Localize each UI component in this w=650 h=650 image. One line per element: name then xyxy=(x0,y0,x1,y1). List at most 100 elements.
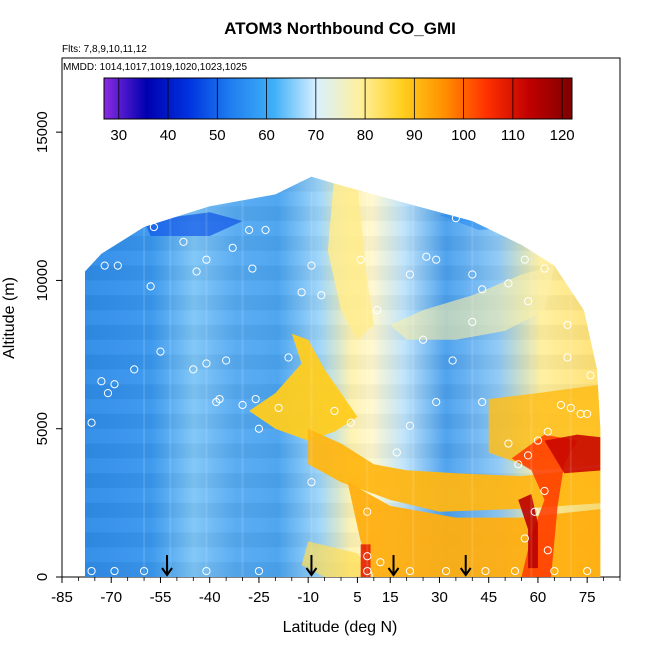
profile-point xyxy=(432,397,441,407)
x-tick-label: -85 xyxy=(51,589,73,606)
profile-point xyxy=(543,427,552,436)
profile-point xyxy=(261,225,270,235)
x-tick-label: 15 xyxy=(382,589,399,606)
profile-point xyxy=(212,397,221,407)
profile-point xyxy=(563,320,572,330)
colorbar-tick-label: 80 xyxy=(357,127,374,144)
profile-point xyxy=(149,222,159,232)
profile-point xyxy=(579,294,588,303)
profile-point xyxy=(586,371,595,380)
profile-point xyxy=(238,400,247,410)
colorbar-tick-label: 60 xyxy=(258,127,275,144)
profile-point xyxy=(254,424,264,433)
colorbar-tick-label: 40 xyxy=(160,127,177,144)
x-tick-label: -10 xyxy=(297,589,319,606)
profile-point xyxy=(530,507,539,516)
profile-point xyxy=(468,270,477,279)
profile-point xyxy=(376,558,385,567)
profile-point xyxy=(418,335,428,344)
profile-point xyxy=(441,566,451,576)
chart-title: ATOM3 Northbound CO_GMI xyxy=(224,19,456,38)
x-axis-label: Latitude (deg N) xyxy=(283,619,398,636)
colorbar-tick-label: 70 xyxy=(307,127,324,144)
profile-point xyxy=(179,237,188,246)
plot-area: -85 -70 -55 -40 -25 -10 5 15 30 45 60 75 0 5000 10000… xyxy=(34,57,621,606)
profile-point xyxy=(583,409,592,418)
x-axis: -85 -70 -55 -40 -25 -10 5 15 30 45 60 75 xyxy=(51,577,621,606)
profile-point xyxy=(251,394,260,404)
profile-point xyxy=(405,566,415,576)
profile-point xyxy=(346,418,355,427)
y-axis-label: Altitude (m) xyxy=(1,277,18,359)
profile-point xyxy=(510,566,520,576)
y-tick-label: 10000 xyxy=(34,260,51,302)
profile-point xyxy=(189,365,198,374)
y-tick-label: 0 xyxy=(34,573,51,581)
profile-point xyxy=(110,380,119,389)
profile-points xyxy=(74,211,595,576)
profile-point xyxy=(550,566,559,576)
location-arrow xyxy=(459,555,472,577)
x-tick-label: -25 xyxy=(248,589,270,606)
x-tick-label: 75 xyxy=(579,589,596,606)
profile-point xyxy=(405,270,415,279)
profile-point xyxy=(566,403,575,413)
co-curtain xyxy=(84,176,601,577)
profile-point xyxy=(113,261,122,270)
profile-point xyxy=(478,397,487,407)
profile-point xyxy=(284,353,293,362)
profile-point xyxy=(392,448,401,457)
profile-point xyxy=(583,566,592,576)
profile-point xyxy=(504,439,513,448)
profile-point xyxy=(202,566,211,576)
y-tick-label: 15000 xyxy=(34,111,51,153)
profile-point xyxy=(248,264,257,273)
flights-subtitle: Flts: 7,8,9,10,11,12 xyxy=(62,44,147,55)
profile-point xyxy=(556,400,566,410)
profile-point xyxy=(540,264,549,273)
profile-point xyxy=(74,341,83,350)
profile-point xyxy=(146,282,155,291)
profile-point xyxy=(563,353,572,362)
profile-point xyxy=(451,214,460,223)
profile-point xyxy=(363,552,372,561)
x-tick-label: 45 xyxy=(480,589,497,606)
profile-point xyxy=(156,347,165,356)
profile-point xyxy=(481,566,490,576)
arrows xyxy=(161,555,472,577)
profile-point xyxy=(520,534,529,543)
profile-point xyxy=(87,418,96,427)
profile-point xyxy=(244,225,254,235)
profile-point xyxy=(533,436,543,445)
profile-point xyxy=(307,261,316,270)
colorbar: 30 40 50 60 70 80 90 100 110 120 xyxy=(103,77,575,144)
profile-point xyxy=(202,255,211,264)
profile-point xyxy=(405,421,415,430)
profile-point xyxy=(478,285,487,294)
profile-point xyxy=(192,267,201,276)
colorbar-tick-label: 30 xyxy=(110,127,127,144)
profile-point xyxy=(576,409,585,418)
profile-point xyxy=(330,406,339,416)
profile-point xyxy=(139,566,149,576)
profile-point xyxy=(523,451,533,460)
profile-point xyxy=(87,566,96,576)
y-tick-label: 5000 xyxy=(34,412,51,445)
profile-point xyxy=(363,507,372,516)
profile-point xyxy=(317,291,326,300)
colorbar-tick-label: 120 xyxy=(550,127,575,144)
profile-point xyxy=(228,243,237,252)
profile-point xyxy=(373,305,382,315)
profile-point xyxy=(222,356,231,365)
y-axis: 0 5000 10000 15000 xyxy=(34,111,62,581)
profile-point xyxy=(422,252,431,261)
x-tick-label: 5 xyxy=(353,589,361,606)
profile-point xyxy=(468,317,477,327)
profile-point xyxy=(363,566,372,576)
colorbar-tick-label: 90 xyxy=(406,127,423,144)
colorbar-tick-label: 50 xyxy=(209,127,226,144)
profile-point xyxy=(523,297,533,306)
x-tick-label: 60 xyxy=(530,589,547,606)
location-arrow xyxy=(305,555,318,577)
